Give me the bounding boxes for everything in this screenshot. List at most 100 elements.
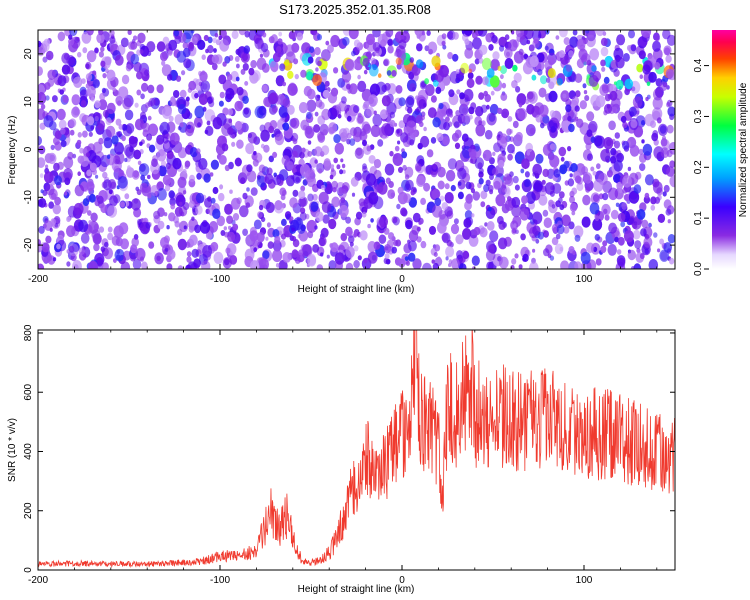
spectrogram-cell — [100, 46, 105, 52]
spectrogram-cell — [228, 225, 232, 230]
spectrogram-cell — [307, 231, 314, 239]
spectrogram-cell — [608, 120, 616, 131]
spectrogram-cell — [80, 155, 90, 167]
spectrogram-cell — [323, 158, 331, 167]
spectrogram-cell — [246, 187, 250, 192]
spectrogram-cell — [529, 55, 539, 68]
spectrogram-cell — [226, 73, 233, 81]
spectrogram-cell — [161, 64, 172, 77]
spectrogram-y-tick-label: 20 — [23, 48, 34, 60]
spectrogram-cell — [622, 140, 630, 150]
spectrogram-cell — [412, 212, 421, 223]
spectrogram-cell — [96, 121, 101, 126]
spectrogram-x-tick-label: 100 — [576, 274, 593, 285]
spectrogram-cell — [427, 107, 437, 119]
spectrogram-cell — [398, 120, 405, 129]
spectrogram-cell — [340, 233, 348, 242]
spectrogram-cell — [262, 250, 270, 260]
spectrogram-cell — [194, 105, 205, 119]
spectrogram-cell — [560, 156, 565, 162]
spectrogram-cell — [568, 50, 574, 58]
spectrogram-cell — [420, 135, 430, 148]
spectrogram-cell — [511, 196, 521, 208]
spectrogram-cell — [100, 246, 106, 253]
spectrogram-cell — [662, 191, 667, 197]
spectrogram-cell — [312, 74, 322, 86]
spectrogram-cell — [168, 39, 178, 51]
spectrogram-cell — [41, 242, 50, 253]
spectrogram-cell — [642, 143, 653, 156]
spectrogram-cell — [561, 214, 571, 227]
spectrogram-cell — [387, 189, 396, 200]
spectrogram-cell — [663, 242, 672, 253]
spectrogram-cell — [652, 88, 663, 101]
spectrogram-cell — [457, 191, 464, 200]
spectrogram-cell — [189, 234, 198, 246]
spectrogram-cell — [178, 201, 183, 206]
spectrogram-cell — [550, 143, 556, 151]
spectrogram-cell — [381, 95, 391, 107]
spectrogram-cell — [240, 68, 246, 75]
spectrogram-cell — [578, 48, 588, 61]
spectrogram-cell — [213, 48, 217, 53]
spectrogram-cell — [224, 203, 233, 215]
spectrogram-cell — [121, 135, 126, 142]
spectrogram-cell — [158, 165, 167, 177]
spectrogram-cell — [489, 173, 494, 181]
spectrogram-cell — [76, 139, 82, 146]
spectrogram-cell — [282, 189, 287, 196]
spectrogram-cell — [47, 255, 56, 265]
spectrogram-cell — [480, 190, 488, 200]
spectrogram-cell — [86, 50, 97, 63]
spectrogram-cell — [405, 219, 413, 230]
spectrogram-cell — [100, 60, 106, 68]
spectrogram-cell — [170, 203, 176, 210]
spectrogram-cell — [186, 264, 190, 269]
spectrogram-cell — [296, 252, 305, 263]
spectrogram-cell — [639, 163, 646, 172]
spectrogram-cell — [431, 259, 436, 264]
spectrogram-cell — [99, 92, 106, 101]
spectrogram-cell — [379, 215, 388, 228]
spectrogram-cell — [659, 238, 664, 245]
spectrogram-cell — [118, 124, 124, 130]
spectrogram-cell — [582, 83, 587, 89]
spectrogram-cell — [372, 41, 381, 52]
spectrogram-cell — [509, 171, 514, 178]
spectrogram-cell — [331, 180, 339, 190]
spectrogram-cell — [197, 122, 202, 128]
spectrogram-cell — [538, 104, 549, 118]
spectrogram-cell — [236, 63, 240, 69]
spectrogram-cell — [606, 170, 613, 178]
spectrogram-cell — [486, 221, 495, 231]
spectrogram-cell — [344, 59, 355, 71]
spectrogram-cell — [219, 91, 225, 99]
spectrogram-cell — [205, 48, 209, 54]
spectrogram-cell — [175, 75, 182, 82]
spectrogram-cell — [108, 189, 113, 195]
spectrogram-cell — [505, 175, 514, 187]
spectrogram-cell — [414, 163, 422, 172]
spectrogram-cell — [299, 151, 305, 159]
spectrogram-cell — [174, 206, 183, 217]
spectrogram-cell — [246, 164, 253, 173]
spectrogram-cell — [359, 230, 368, 241]
spectrogram-cell — [370, 57, 376, 65]
spectrogram-cell — [393, 153, 398, 159]
spectrogram-cell — [412, 188, 417, 193]
spectrogram-cell — [272, 229, 280, 238]
spectrogram-cell — [641, 219, 649, 229]
spectrogram-cell — [628, 217, 634, 225]
spectrogram-cell — [201, 54, 206, 60]
spectrogram-cell — [72, 260, 82, 269]
snr-y-tick-label: 400 — [23, 443, 34, 460]
spectrogram-cell — [604, 103, 613, 114]
spectrogram-cell — [603, 76, 610, 84]
spectrogram-cell — [643, 236, 653, 248]
spectrogram-cell — [458, 263, 467, 269]
spectrogram-cell — [124, 157, 128, 163]
spectrogram-cell — [555, 35, 560, 40]
spectrogram-cell — [242, 95, 249, 105]
spectrogram-cell — [194, 92, 199, 99]
spectrogram-cell — [475, 124, 486, 137]
